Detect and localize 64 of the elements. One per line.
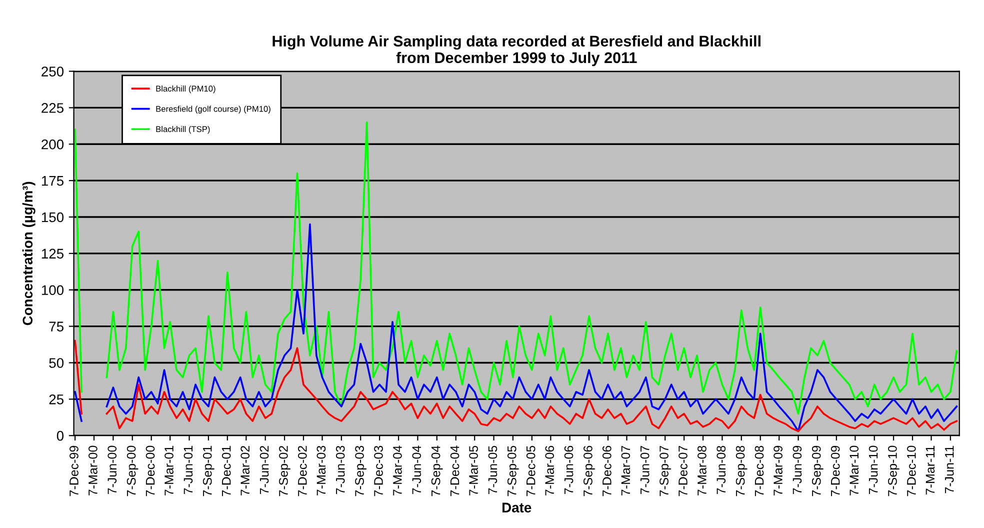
x-tick-label: 7-Mar-10	[850, 446, 859, 496]
x-tick-label: 7-Sep-03	[355, 446, 366, 496]
x-tick-label: 7-Sep-09	[812, 446, 824, 496]
x-tick-label: 7-Mar-11	[926, 446, 935, 494]
x-tick-label: 7-Sep-05	[507, 446, 519, 496]
x-tick-label: 7-Jun-05	[488, 446, 498, 494]
y-axis-title: Concentration (µg/m³)	[22, 182, 36, 326]
x-tick-label: 7-Dec-10	[907, 446, 916, 496]
x-tick-label: 7-Jun-09	[792, 446, 802, 494]
legend-label: Blackhill (PM10)	[156, 85, 216, 94]
x-tick-label: 7-Mar-06	[545, 446, 554, 496]
x-tick-label: 7-Mar-01	[164, 446, 174, 496]
x-tick-label: 7-Jun-11	[945, 446, 954, 494]
x-tick-label: 7-Jun-07	[640, 446, 650, 494]
x-tick-label: 7-Mar-07	[621, 446, 630, 496]
x-tick-label: 7-Jun-01	[184, 446, 193, 494]
x-tick-label: 7-Mar-00	[88, 446, 98, 496]
x-tick-label: 7-Sep-04	[431, 446, 443, 496]
x-tick-label: 7-Dec-05	[526, 446, 536, 496]
x-tick-label: 7-Mar-03	[316, 446, 326, 496]
x-tick-label: 7-Dec-02	[298, 446, 307, 496]
x-tick-label: 7-Sep-10	[888, 446, 900, 496]
x-tick-label: 7-Jun-03	[336, 446, 345, 494]
legend-label: Blackhill (TSP)	[156, 126, 210, 134]
x-tick-label: 7-Dec-09	[830, 446, 840, 496]
x-tick-label: 7-Dec-08	[754, 446, 764, 496]
x-tick-label: 7-Mar-05	[469, 446, 478, 496]
x-axis-title: Date	[502, 502, 532, 512]
x-tick-label: 7-Sep-02	[279, 446, 290, 496]
y-tick-label: 75	[49, 322, 64, 332]
legend-label: Beresfield (golf course) (PM10)	[156, 106, 270, 114]
x-tick-label: 7-Jun-06	[564, 446, 574, 494]
x-tick-label: 7-Dec-06	[602, 446, 612, 496]
x-tick-label: 7-Dec-07	[678, 446, 688, 496]
y-tick-label: 0	[56, 430, 64, 441]
y-tick-label: 225	[42, 103, 64, 113]
x-tick-label: 7-Sep-00	[126, 446, 138, 496]
x-tick-label: 7-Dec-03	[374, 446, 383, 496]
y-tick-label: 50	[49, 358, 64, 368]
x-tick-label: 7-Dec-04	[450, 446, 460, 496]
y-tick-label: 125	[42, 248, 64, 259]
y-tick-label: 175	[42, 176, 64, 186]
y-tick-label: 100	[42, 285, 64, 296]
y-tick-label: 150	[42, 212, 64, 222]
x-tick-label: 7-Sep-01	[202, 446, 214, 496]
x-tick-label: 7-Sep-07	[660, 446, 671, 496]
x-tick-label: 7-Dec-01	[222, 446, 231, 496]
x-tick-label: 7-Dec-00	[146, 446, 155, 496]
x-tick-label: 7-Mar-04	[393, 446, 402, 496]
x-tick-label: 7-Dec-99	[70, 446, 78, 496]
y-tick-label: 25	[49, 394, 64, 404]
x-tick-label: 7-Mar-02	[240, 446, 250, 496]
chart-title: High Volume Air Sampling data recorded at Beresfield and Blackhill from December 1999 to July 2011	[272, 35, 760, 66]
x-tick-label: 7-Sep-08	[736, 446, 748, 496]
x-tick-label: 7-Mar-09	[774, 446, 782, 496]
y-tick-label: 200	[42, 139, 64, 150]
x-tick-label: 7-Sep-06	[584, 446, 595, 496]
x-tick-label: 7-Jun-02	[260, 446, 269, 494]
x-tick-label: 7-Jun-10	[868, 446, 878, 494]
y-tick-label: 250	[42, 66, 64, 76]
x-tick-label: 7-Jun-08	[716, 446, 726, 494]
x-tick-label: 7-Mar-08	[698, 446, 706, 496]
x-tick-label: 7-Jun-00	[108, 446, 117, 494]
x-tick-label: 7-Jun-04	[412, 446, 422, 494]
